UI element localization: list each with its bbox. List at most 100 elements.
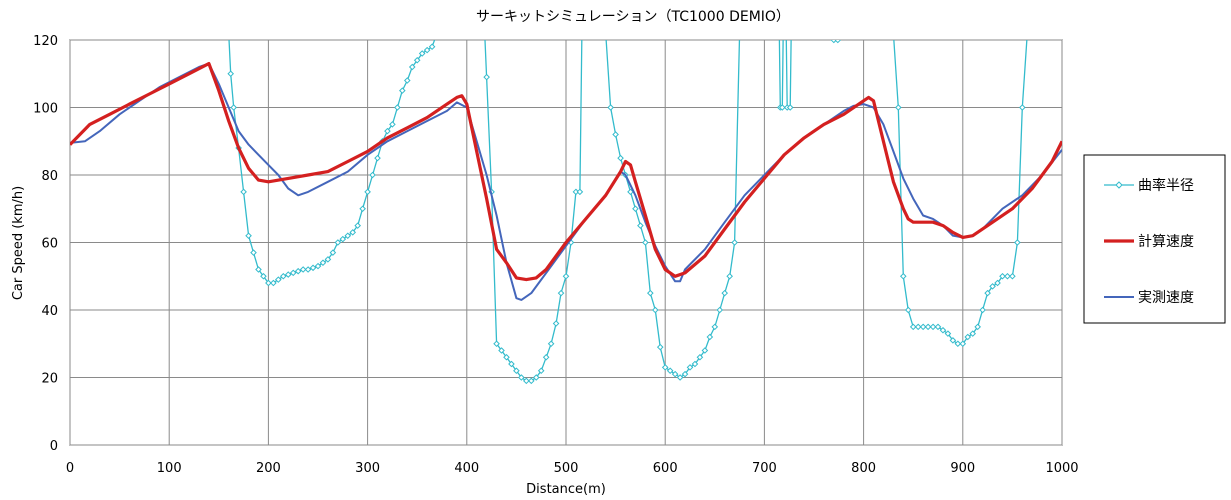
- curvature-radius-point: [1014, 239, 1021, 246]
- curvature-radius-point: [299, 266, 307, 273]
- x-tick-label: 1000: [1045, 461, 1078, 476]
- curvature-radius-point: [289, 269, 297, 277]
- curvature-radius-point: [651, 306, 659, 314]
- series-curvature-radius: [227, 40, 1028, 385]
- curvature-radius-point: [666, 367, 674, 375]
- curvature-radius-point: [686, 364, 694, 371]
- curvature-radius-point: [964, 333, 972, 341]
- curvature-radius-point: [503, 353, 510, 361]
- y-axis-label: Car Speed (km/h): [11, 186, 26, 300]
- curvature-radius-point: [284, 271, 292, 278]
- curvature-radius-point: [617, 154, 624, 162]
- curvature-radius-point: [949, 337, 957, 344]
- curvature-radius-point: [542, 353, 550, 361]
- curvature-radius-point: [637, 222, 644, 229]
- curvature-radius-point: [399, 87, 406, 94]
- curvature-radius-point: [418, 50, 426, 57]
- curvature-radius-point: [527, 377, 535, 385]
- curvature-radius-point: [944, 330, 952, 337]
- legend-item-measured-speed: 実測速度: [1104, 290, 1194, 306]
- x-tick-label: 200: [256, 461, 281, 476]
- x-tick-label: 300: [355, 461, 380, 476]
- curvature-radius-point: [701, 347, 709, 354]
- curvature-radius-point: [423, 46, 431, 54]
- curvature-radius-point: [384, 127, 391, 135]
- curvature-radius-point: [493, 340, 500, 348]
- y-tick-label: 20: [41, 372, 58, 387]
- curvature-radius-point: [250, 249, 257, 256]
- y-tick-label: 100: [33, 102, 58, 117]
- curvature-radius-point: [230, 104, 237, 111]
- curvature-radius-point: [959, 340, 967, 348]
- curvature-radius-point: [344, 232, 352, 240]
- curvature-radius-point: [999, 272, 1006, 280]
- x-tick-label: 400: [454, 461, 479, 476]
- curvature-radius-point: [830, 40, 838, 44]
- curvature-radius-point: [270, 279, 277, 287]
- curvature-radius-point: [778, 104, 786, 111]
- y-tick-label: 80: [41, 169, 58, 184]
- curvature-radius-point: [508, 360, 515, 368]
- curvature-radius-point: [642, 239, 649, 246]
- curvature-radius-point: [518, 374, 525, 381]
- curvature-radius-point: [974, 323, 981, 331]
- curvature-radius-point: [1009, 272, 1016, 280]
- curvature-radius-point: [711, 323, 719, 331]
- curvature-radius-point: [339, 235, 347, 243]
- y-tick-label: 60: [41, 237, 58, 252]
- curvature-radius-point: [403, 77, 411, 84]
- curvature-radius-point: [314, 262, 322, 270]
- curvature-radius-point: [989, 283, 996, 290]
- curvature-radius-point: [255, 266, 262, 273]
- curvature-radius-point: [895, 104, 902, 111]
- curvature-radius-point: [979, 306, 986, 314]
- curvature-radius-point: [354, 222, 361, 229]
- curvature-radius-point: [661, 364, 669, 371]
- curvature-radius-point: [523, 377, 530, 385]
- x-tick-label: 700: [752, 461, 777, 476]
- curvature-radius-point: [994, 279, 1001, 287]
- curvature-radius-point: [696, 353, 704, 361]
- curvature-radius-point: [706, 333, 714, 341]
- curvature-radius-point: [786, 104, 794, 111]
- curvature-radius-point: [731, 239, 738, 246]
- curvature-radius-point: [562, 272, 570, 280]
- curvature-radius-point: [726, 272, 733, 280]
- series-calculated-speed: [70, 62, 1062, 282]
- curvature-radius-point: [513, 367, 520, 375]
- curvature-radius-point: [557, 289, 565, 297]
- curvature-radius-point: [676, 374, 684, 381]
- x-tick-labels: 0 100 200 300 400 500 600 700 800 900 1000: [66, 461, 1079, 476]
- curvature-radius-point: [364, 188, 371, 196]
- legend-box: [1083, 154, 1226, 324]
- legend-label: 実測速度: [1138, 290, 1194, 306]
- curvature-radius-point: [547, 340, 555, 348]
- x-tick-label: 100: [157, 461, 182, 476]
- curvature-radius-point: [939, 326, 947, 334]
- curvature-radius-point: [324, 256, 332, 263]
- curvature-radius-point: [537, 367, 545, 375]
- curvature-radius-line: [484, 40, 583, 382]
- curvature-radius-line: [605, 40, 741, 379]
- curvature-radius-point: [632, 205, 639, 213]
- curvature-radius-point: [275, 276, 282, 283]
- curvature-radius-point: [612, 131, 619, 138]
- curvature-radius-point: [919, 323, 927, 331]
- curvature-radius-point: [681, 370, 689, 378]
- curvature-radius-point: [279, 272, 287, 280]
- gridlines: [69, 39, 1063, 446]
- curvature-radius-point: [716, 306, 724, 314]
- x-tick-label: 0: [66, 461, 74, 476]
- curvature-radius-point: [413, 56, 421, 64]
- legend-item-calculated-speed: 計算速度: [1104, 234, 1194, 250]
- curvature-radius-point: [691, 360, 699, 368]
- curvature-radius-point: [607, 104, 614, 111]
- legend-item-curvature-radius: 曲率半径: [1104, 177, 1194, 194]
- curvature-radius-point: [647, 289, 654, 297]
- curvature-radius-point: [934, 323, 942, 331]
- x-axis-label: Distance(m): [526, 482, 606, 497]
- curvature-radius-point: [969, 330, 977, 337]
- curvature-radius-point: [408, 63, 416, 71]
- y-tick-label: 120: [33, 34, 58, 49]
